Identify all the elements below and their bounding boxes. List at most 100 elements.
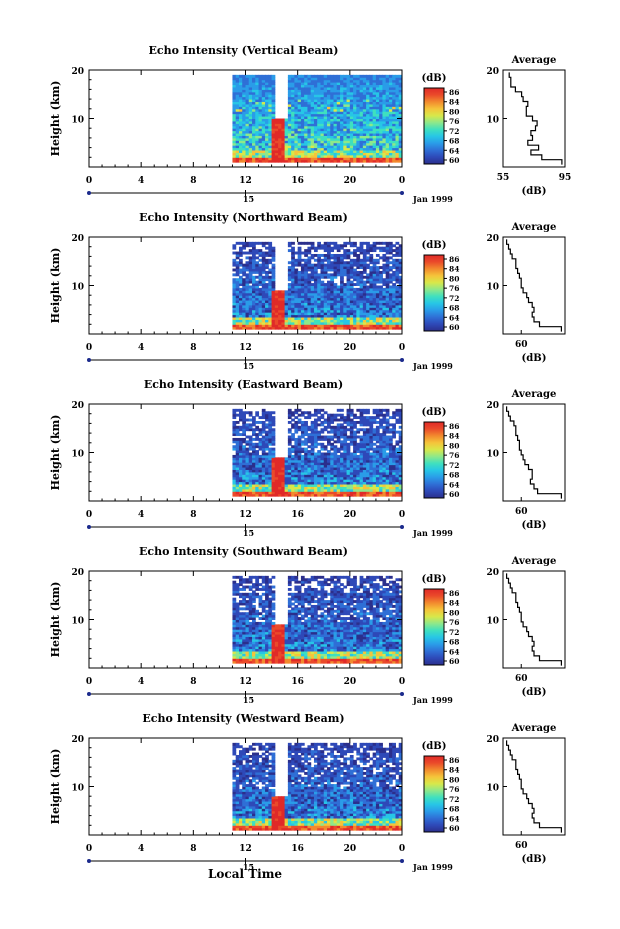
heatmap-cell <box>379 319 383 323</box>
heatmap-cell <box>300 442 305 446</box>
heatmap-cell <box>255 106 260 110</box>
heatmap-cell <box>265 425 269 429</box>
heatmap-cell <box>382 79 387 83</box>
heatmap-cell <box>271 270 276 274</box>
heatmap-cell <box>353 491 357 495</box>
heatmap-cell <box>333 435 338 439</box>
heatmap-cell <box>261 420 266 424</box>
heatmap-cell <box>271 326 276 330</box>
heatmap-cell <box>271 457 276 461</box>
heatmap-cell <box>359 447 364 451</box>
heatmap-cell <box>375 488 380 492</box>
heatmap-cell <box>268 314 273 318</box>
heatmap-cell <box>297 297 302 301</box>
heatmap-cell <box>235 111 240 115</box>
heatmap-cell <box>281 159 286 163</box>
heatmap-cell <box>261 437 266 441</box>
heatmap-cell <box>336 142 341 146</box>
heatmap-cell <box>388 278 393 282</box>
heatmap-cell <box>353 440 357 444</box>
heatmap-cell <box>330 91 335 95</box>
heatmap-cell <box>252 96 256 100</box>
heatmap-cell <box>323 488 328 492</box>
heatmap-cell <box>333 462 338 466</box>
heatmap-cell <box>362 408 367 412</box>
heatmap-cell <box>235 150 240 153</box>
heatmap-cell <box>278 147 282 151</box>
heatmap-cell <box>300 89 305 93</box>
heatmap-cell <box>258 309 263 313</box>
heatmap-cell <box>392 106 396 110</box>
heatmap-cell <box>369 154 374 158</box>
heatmap-cell <box>395 263 400 267</box>
heatmap-cell <box>304 285 308 289</box>
heatmap-cell <box>235 285 240 289</box>
heatmap-cell <box>382 130 387 134</box>
heatmap-cell <box>346 452 351 456</box>
heatmap-cell <box>238 309 243 313</box>
heatmap-cell <box>392 283 396 286</box>
heatmap-cell <box>379 464 383 468</box>
heatmap-cell <box>238 120 243 124</box>
heatmap-cell <box>317 273 321 277</box>
heatmap-cell <box>385 101 390 105</box>
heatmap-cell <box>271 297 276 301</box>
heatmap-cell <box>359 317 364 320</box>
heatmap-cell <box>346 479 351 483</box>
heatmap-cell <box>291 413 295 417</box>
heatmap-cell <box>382 159 387 163</box>
heatmap-cell <box>310 125 315 129</box>
heatmap-cell <box>313 263 318 267</box>
heatmap-cell <box>327 464 331 468</box>
heatmap-cell <box>255 317 260 320</box>
heatmap-cell <box>327 263 331 267</box>
heatmap-cell <box>261 152 266 156</box>
heatmap-cell <box>362 317 367 320</box>
heatmap-cell <box>379 488 383 492</box>
heatmap-cell <box>242 423 246 427</box>
heatmap-cell <box>392 253 396 257</box>
heatmap-cell <box>369 287 374 291</box>
heatmap-cell <box>369 324 374 328</box>
heatmap-cell <box>327 459 331 463</box>
heatmap-cell <box>346 96 351 100</box>
heatmap-cell <box>304 266 308 270</box>
heatmap-cell <box>242 137 246 141</box>
heatmap-cell <box>248 275 253 279</box>
heatmap-cell <box>359 314 364 318</box>
heatmap-cell <box>310 314 315 318</box>
heatmap-cell <box>261 82 266 86</box>
heatmap-cell <box>369 462 374 466</box>
heatmap-cell <box>232 120 237 124</box>
heatmap-cell <box>343 457 348 461</box>
heatmap-cell <box>235 326 240 330</box>
heatmap-cell <box>359 326 364 330</box>
heatmap-cell <box>265 437 269 441</box>
heatmap-cell <box>343 476 348 480</box>
heatmap-cell <box>320 94 325 98</box>
heatmap-cell <box>385 108 390 112</box>
heatmap-cell <box>235 437 240 441</box>
heatmap-cell <box>304 491 308 495</box>
heatmap-cell <box>274 319 279 323</box>
heatmap-cell <box>242 96 246 100</box>
heatmap-cell <box>317 152 321 156</box>
heatmap-cell <box>304 108 308 112</box>
heatmap-cell <box>343 464 348 468</box>
heatmap-cell <box>271 118 276 122</box>
heatmap-cell <box>287 101 292 105</box>
heatmap-cell <box>265 297 269 301</box>
heatmap-cell <box>395 123 400 127</box>
heatmap-cell <box>340 91 344 95</box>
heatmap-cell <box>340 484 344 487</box>
heatmap-cell <box>255 312 260 316</box>
heatmap-cell <box>238 317 243 320</box>
heatmap-cell <box>333 74 338 78</box>
heatmap-cell <box>252 99 256 103</box>
heatmap-cell <box>330 484 335 487</box>
heatmap-cell <box>375 300 380 303</box>
heatmap-cell <box>343 249 348 253</box>
heatmap-cell <box>255 457 260 461</box>
heatmap-cell <box>304 278 308 282</box>
heatmap-cell <box>274 147 279 151</box>
